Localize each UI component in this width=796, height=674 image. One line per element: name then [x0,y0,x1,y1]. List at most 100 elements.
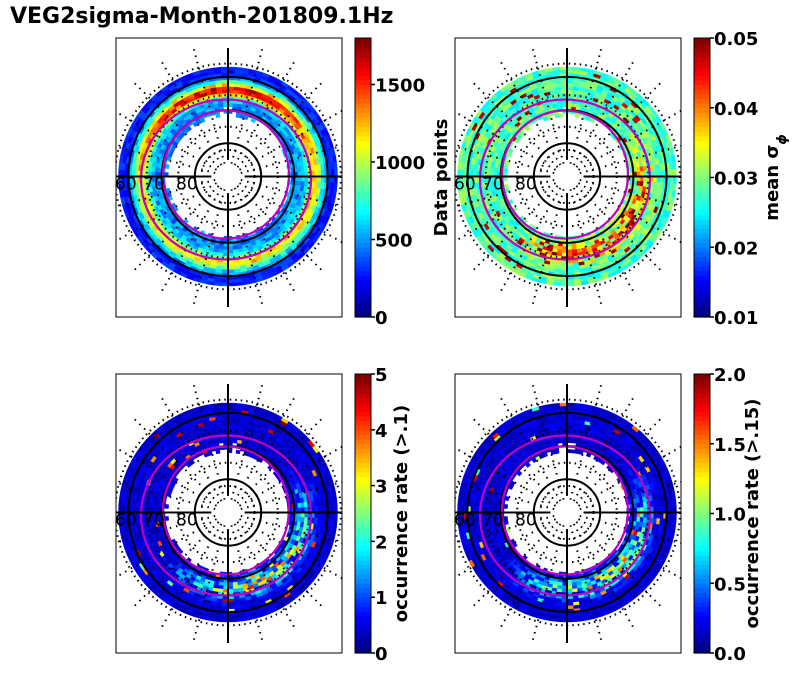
colorbar-segment [355,140,371,146]
colorbar-segment [694,47,710,53]
heat-cell [566,402,575,407]
colorbar-segment [355,485,371,491]
colorbar-segment [694,103,710,109]
heat-cell [559,70,568,75]
heat-cell [503,168,508,173]
colorbar-segment [694,303,710,309]
heat-cell [525,126,531,132]
heat-cell [504,159,510,166]
lat-label-70: 70 [143,175,165,195]
colorbar-segment [355,643,371,649]
colorbar-segment [355,401,371,408]
colorbar-segment [694,298,710,304]
colorbar-segment [355,298,371,304]
colorbar-segment [355,149,371,155]
heat-cell [227,618,236,623]
colorbar-segment [355,564,371,570]
lat-label-80: 80 [515,175,537,195]
heat-cell [186,126,192,132]
colorbar-segment [355,555,371,561]
colorbar-segment [355,265,371,272]
colorbar-segment [355,634,371,640]
heat-cell [330,176,335,184]
colorbar-segment [355,504,371,510]
colorbar-segment [355,144,371,151]
colorbar-segment [355,126,371,132]
colorbar-segment [355,494,371,501]
colorbar-segment [355,163,371,169]
lat-label-60: 60 [115,175,137,195]
colorbar-segment [355,536,371,542]
heat-cell [669,169,674,177]
colorbar-segment [355,284,371,290]
auroral-oval-outer [478,98,652,261]
colorbar-segment [355,98,371,104]
heat-cell [220,282,229,287]
heat-cell [672,512,677,520]
colorbar-segment [694,279,710,286]
heat-cell [558,113,564,118]
lat-label-80: 80 [176,175,198,195]
colorbar-segment [355,117,371,123]
heat-cell [566,70,575,75]
colorbar-segment [355,186,371,193]
colorbar-segment [355,615,371,622]
colorbar-segment [355,583,371,589]
colorbar-segment [355,527,371,533]
colorbar-segment [694,182,710,188]
colorbar-segment [694,56,710,62]
colorbar-segment [355,592,371,598]
colorbar-segment [694,112,710,118]
colorbar-segment [694,126,710,132]
heat-cell [227,66,236,71]
colorbar-tick-label: 0 [375,308,388,329]
colorbar-frame [354,373,372,654]
heat-cell [566,282,575,287]
colorbar-segment [355,606,371,612]
heat-cell [559,278,568,283]
heat-cell [227,402,236,407]
colorbar-segment [694,200,710,206]
colorbar-segment [355,219,371,225]
colorbar-segment [355,275,371,281]
colorbar-segment [355,65,371,72]
lat-label-70: 70 [143,511,165,531]
heat-cell [333,512,338,520]
heat-cell [199,117,206,124]
heat-cell [566,614,575,619]
colorbar-segment [355,513,371,519]
heat-cell [257,457,264,464]
colorbar-segment [694,89,710,95]
heat-cell [165,163,170,169]
heat-cell [504,184,509,190]
heat-cell [220,70,229,75]
colorbar-segment [355,247,371,253]
colorbar-segment [355,191,371,197]
colorbar-segment [694,275,710,281]
colorbar-segment [355,490,371,496]
lat-label-60: 60 [454,175,476,195]
heat-cell [215,113,221,119]
colorbar-segment [694,233,710,239]
colorbar-segment [694,265,710,272]
colorbar-segment [694,219,710,225]
heat-cell [215,449,221,455]
colorbar-segment [355,224,371,230]
colorbar-segment [355,61,371,67]
colorbar-segment [355,434,371,440]
heat-cell [220,278,229,283]
heat-cell [220,614,229,619]
colorbar-segment [355,397,371,403]
heat-cell [508,199,514,205]
colorbar-segment [355,177,371,183]
colorbar-segment [694,251,710,258]
colorbar-segment [355,587,371,594]
colorbar-segment [355,312,371,318]
heat-cell [559,402,568,407]
colorbar-segment [355,242,371,248]
colorbar-segment [355,620,371,626]
colorbar-segment [355,75,371,81]
